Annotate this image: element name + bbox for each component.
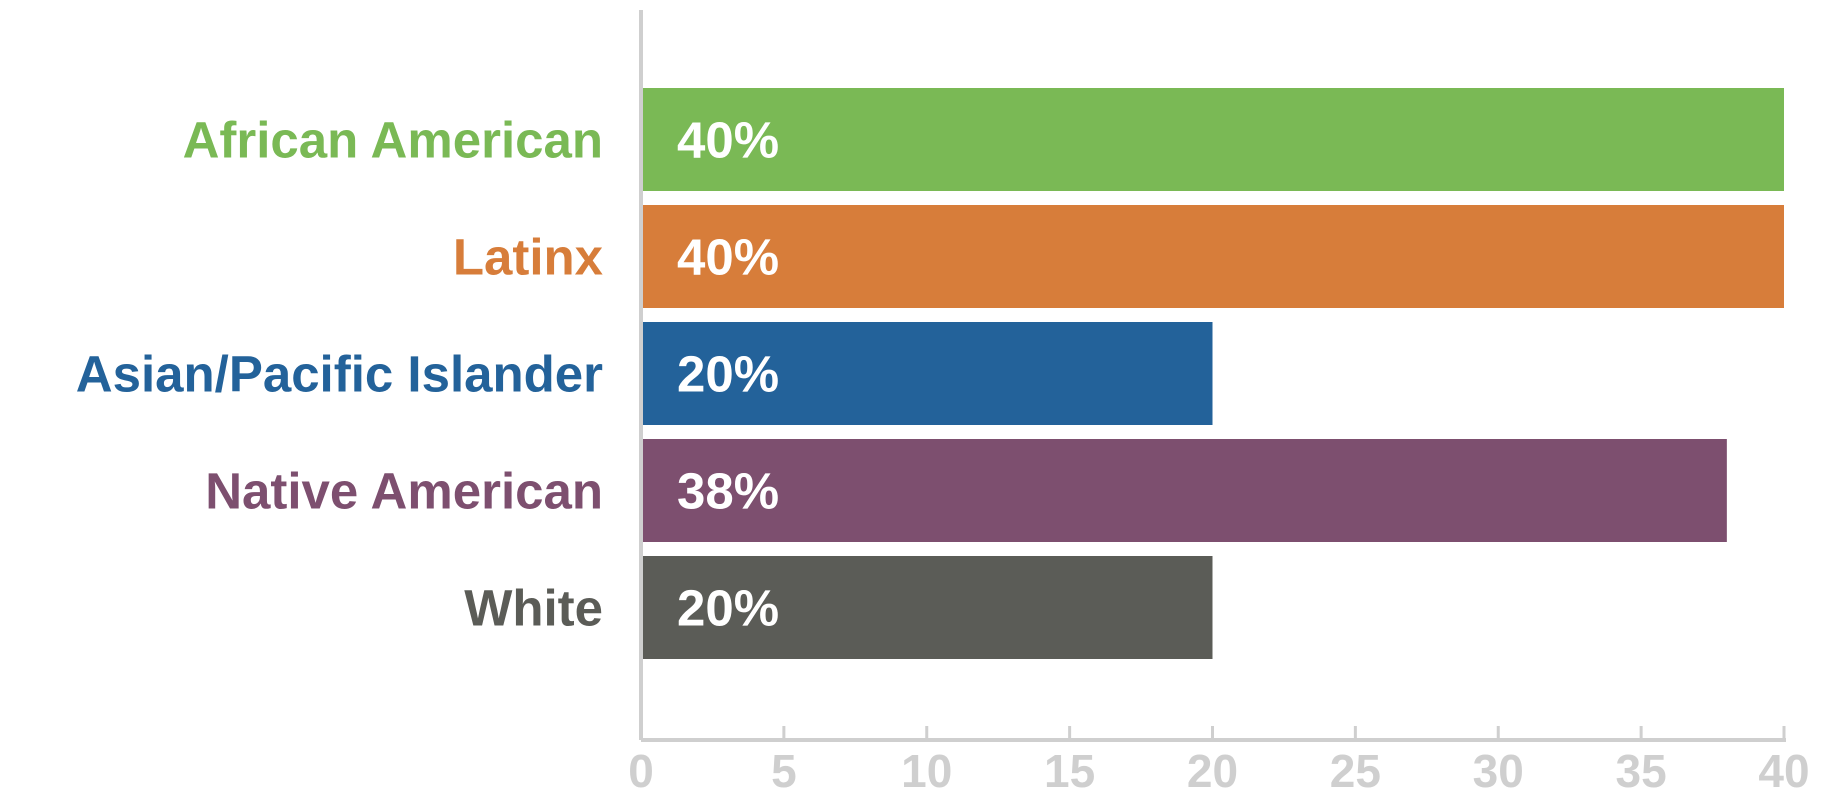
x-tick-label-35: 35 [1616, 745, 1667, 790]
bar-native-american [641, 439, 1727, 542]
x-tick-label-25: 25 [1330, 745, 1381, 790]
x-tick-label-10: 10 [901, 745, 952, 790]
x-tick-label-0: 0 [628, 745, 654, 790]
category-labels: African American Latinx Asian/Pacific Isla… [76, 112, 603, 637]
x-axis: 0 5 10 15 20 25 30 35 40 [628, 10, 1810, 790]
category-label-african-american: African American [183, 112, 603, 169]
data-label-latinx: 40% [677, 229, 779, 286]
bar-latinx [641, 205, 1784, 308]
category-label-native-american: Native American [205, 463, 603, 520]
x-tick-label-20: 20 [1187, 745, 1238, 790]
x-tick-label-5: 5 [771, 745, 797, 790]
x-tick-label-30: 30 [1473, 745, 1524, 790]
data-label-white: 20% [677, 580, 779, 637]
x-tick-label-15: 15 [1044, 745, 1095, 790]
bar-african-american [641, 88, 1784, 191]
category-label-white: White [464, 580, 603, 637]
bars-layer: 40% 40% 20% 38% 20% [641, 88, 1784, 659]
data-label-asian-pacific-islander: 20% [677, 346, 779, 403]
bar-asian-pacific-islander [641, 322, 1213, 425]
category-label-asian-pacific-islander: Asian/Pacific Islander [76, 346, 603, 403]
bar-white [641, 556, 1213, 659]
data-label-african-american: 40% [677, 112, 779, 169]
x-tick-label-40: 40 [1758, 745, 1809, 790]
data-label-native-american: 38% [677, 463, 779, 520]
category-label-latinx: Latinx [453, 229, 603, 286]
